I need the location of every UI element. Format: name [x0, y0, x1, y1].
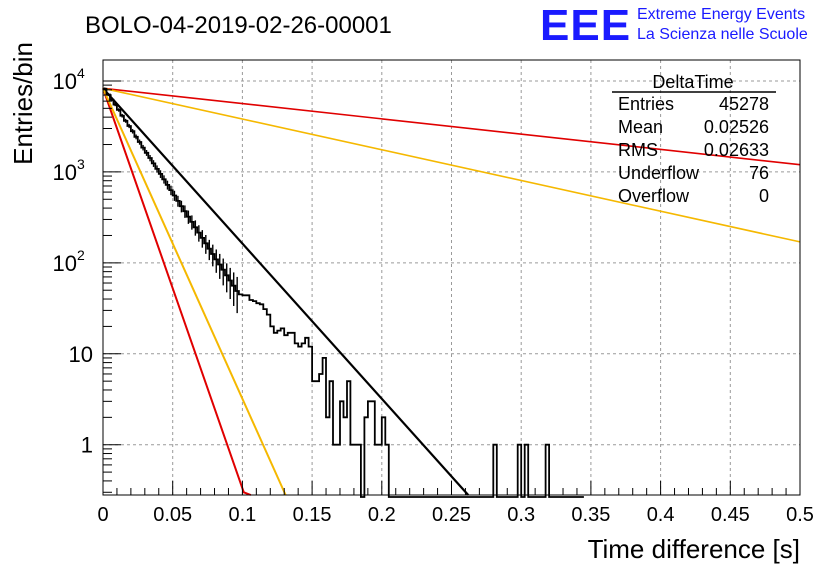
stats-value-overflow: 0	[759, 186, 769, 206]
y-tick-exponent: 2	[77, 247, 85, 263]
y-tick-label: 10	[53, 69, 77, 94]
stats-box: DeltaTime Entries 45278 Mean 0.02526 RMS…	[612, 72, 776, 206]
x-tick-label: 0.25	[432, 504, 471, 526]
exp-curve-yellow-shallow	[102, 87, 801, 243]
stats-value-underflow: 76	[749, 163, 769, 183]
y-tick-label: 10	[69, 342, 93, 367]
axis-ticks: 0 0.05 0.1 0.15 0.2 0.25 0.3 0.35 0.4 0.45 0.5 1 10 1…	[53, 65, 814, 526]
exp-curve-yellow-steep	[102, 87, 287, 496]
stats-title: DeltaTime	[652, 72, 733, 92]
stats-value-entries: 45278	[719, 94, 769, 114]
y-axis-title: Entries/bin	[8, 42, 38, 165]
x-tick-label: 0.45	[711, 504, 750, 526]
x-tick-label: 0.2	[368, 504, 396, 526]
x-tick-label: 0.15	[293, 504, 332, 526]
eee-logo: EEE	[540, 1, 631, 50]
x-tick-label: 0.1	[228, 504, 256, 526]
x-tick-label: 0.4	[647, 504, 675, 526]
grid-lines	[103, 60, 800, 495]
histogram	[103, 87, 584, 498]
y-tick-exponent: 4	[77, 65, 85, 81]
plot-area: 0 0.05 0.1 0.15 0.2 0.25 0.3 0.35 0.4 0.45 0.5 1 10 1…	[53, 59, 814, 526]
logo-subtitle-2: La Scienza nelle Scuole	[637, 26, 808, 43]
y-tick-label: 10	[53, 251, 77, 276]
x-tick-label: 0.5	[786, 504, 814, 526]
fit-line-black	[102, 87, 470, 496]
run-title: BOLO-04-2019-02-26-00001	[85, 12, 392, 39]
stats-label-underflow: Underflow	[618, 163, 700, 183]
exp-curve-red-steep	[102, 87, 252, 496]
y-tick-exponent: 3	[77, 156, 85, 172]
x-axis-title: Time difference [s]	[588, 534, 800, 564]
x-tick-label: 0.35	[571, 504, 610, 526]
stats-label-entries: Entries	[618, 94, 674, 114]
stats-value-mean: 0.02526	[704, 117, 769, 137]
logo-subtitle-1: Extreme Energy Events	[637, 6, 805, 23]
stats-value-rms: 0.02633	[704, 140, 769, 160]
stats-label-mean: Mean	[618, 117, 663, 137]
x-tick-label: 0.3	[507, 504, 535, 526]
x-tick-label: 0	[97, 504, 108, 526]
y-tick-label: 1	[81, 433, 93, 458]
exp-curve-red-shallow	[102, 87, 801, 166]
x-tick-label: 0.05	[153, 504, 192, 526]
stats-label-rms: RMS	[618, 140, 658, 160]
stats-label-overflow: Overflow	[618, 186, 690, 206]
y-tick-label: 10	[53, 160, 77, 185]
reference-curves	[102, 87, 801, 496]
